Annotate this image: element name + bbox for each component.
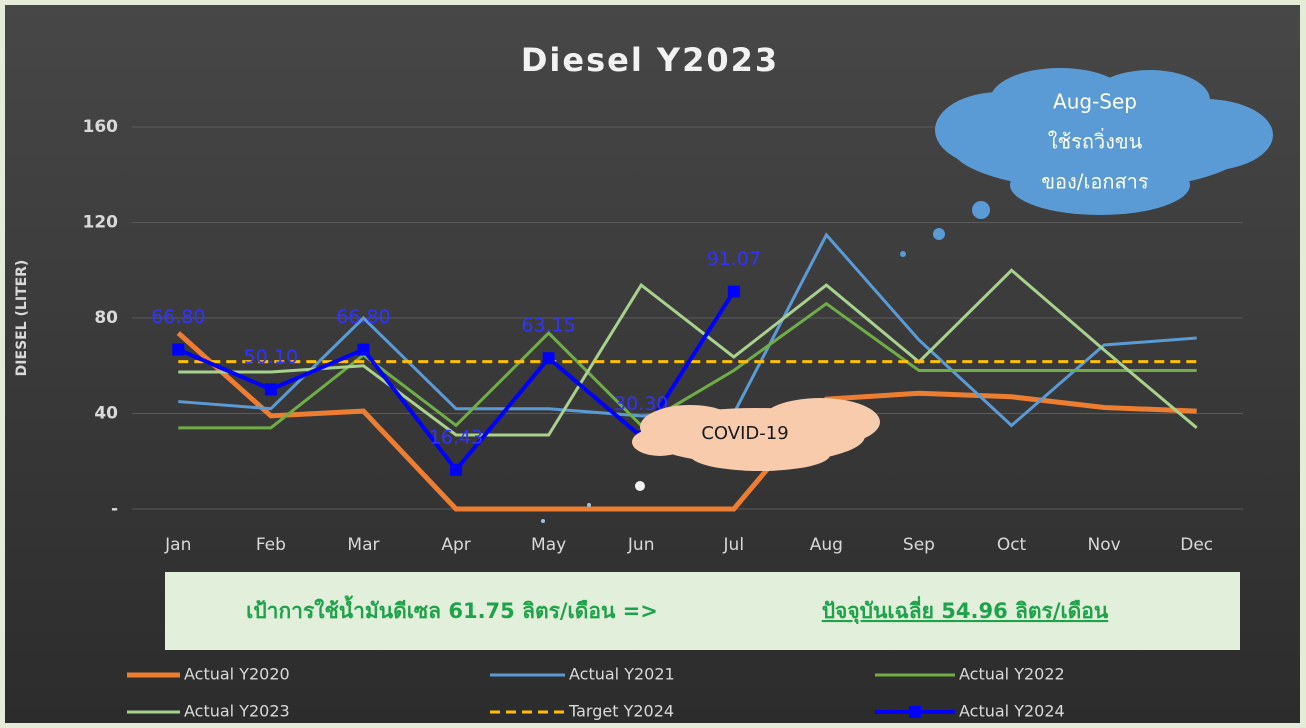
x-tick-label: Jun xyxy=(627,535,655,555)
data-label: 91.07 xyxy=(707,248,761,270)
x-tick-label: Dec xyxy=(1180,535,1213,555)
x-tick-label: Sep xyxy=(903,535,935,555)
legend-marker xyxy=(909,706,921,718)
data-label: 63.15 xyxy=(521,315,575,337)
note-box xyxy=(165,572,1240,650)
note-text: เป้าการใช้น้ำมันดีเซล 61.75 ลิตร/เดือน =… xyxy=(246,595,658,623)
point-marker xyxy=(172,343,185,356)
point-marker xyxy=(542,352,555,365)
covid-cloud xyxy=(541,398,880,523)
x-tick-label: Nov xyxy=(1088,535,1121,555)
y-tick-label: 40 xyxy=(94,404,118,424)
series-line xyxy=(178,268,1198,437)
legend-label: Actual Y2020 xyxy=(184,665,290,684)
legend-label: Actual Y2023 xyxy=(184,702,290,721)
legend-label: Target Y2024 xyxy=(568,702,674,721)
x-tick-label: Aug xyxy=(810,535,843,555)
data-label: 50.10 xyxy=(244,346,298,368)
x-tick-label: Apr xyxy=(441,535,470,555)
point-marker xyxy=(450,463,463,476)
x-tick-label: Feb xyxy=(256,535,286,555)
legend-label: Actual Y2022 xyxy=(959,665,1065,684)
legend-label: Actual Y2024 xyxy=(959,702,1065,721)
series-line xyxy=(176,331,1197,512)
covid-text: COVID-19 xyxy=(701,423,788,444)
chart-title: Diesel Y2023 xyxy=(521,41,779,79)
legend-label: Actual Y2021 xyxy=(569,665,675,684)
data-label: 16.43 xyxy=(429,426,483,448)
y-tick-label: 160 xyxy=(83,117,119,137)
y-tick-label: - xyxy=(111,499,118,519)
y-tick-label: 80 xyxy=(94,308,118,328)
plot-area: - 40 80 120 160 Jan Feb Mar Apr May Jun Jul Aug Sep Oc… xyxy=(83,117,1243,555)
x-tick-label: May xyxy=(531,535,566,555)
cloud-annotation xyxy=(900,68,1273,257)
point-marker xyxy=(264,383,277,396)
cloud-text: ของ/เอกสาร xyxy=(1041,170,1149,194)
y-axis-label: DIESEL (LITER) xyxy=(14,260,30,377)
y-tick-label: 120 xyxy=(83,213,119,233)
data-label: 66.80 xyxy=(336,306,390,328)
data-label: 66.80 xyxy=(151,306,205,328)
note-text: ปัจจุบันเฉลี่ย 54.96 ลิตร/เดือน xyxy=(822,595,1109,625)
x-tick-label: Oct xyxy=(997,535,1027,555)
x-tick-label: Jan xyxy=(164,535,191,555)
x-tick-label: Mar xyxy=(347,535,379,555)
cloud-text: Aug-Sep xyxy=(1053,90,1137,114)
point-marker xyxy=(727,285,740,298)
cloud-text: ใช้รถวิ่งขน xyxy=(1048,128,1143,154)
data-label: 30.30 xyxy=(614,393,668,415)
legend: Actual Y2020 Actual Y2021 Actual Y2022 Actu… xyxy=(127,665,1065,721)
x-tick-label: Jul xyxy=(723,535,745,555)
point-marker xyxy=(357,343,370,356)
